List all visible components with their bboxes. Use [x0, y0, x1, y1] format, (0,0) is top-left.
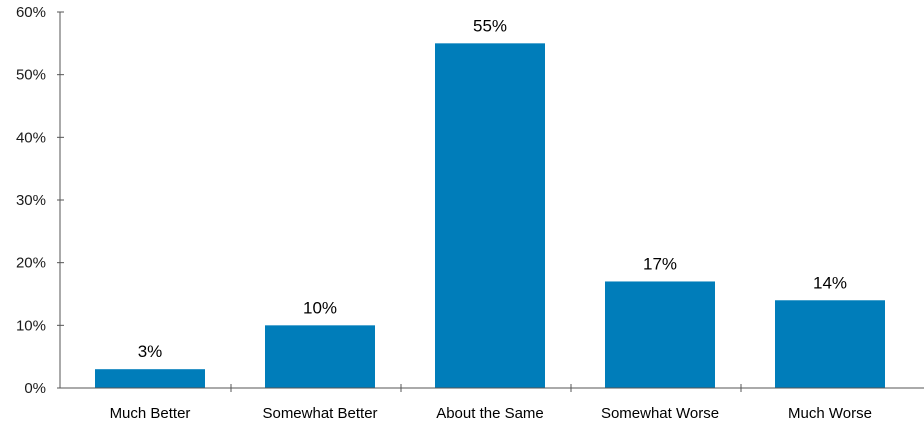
- x-tick-label: About the Same: [436, 405, 544, 422]
- x-axis: Much Better Somewhat Better About the Same…: [60, 384, 924, 422]
- data-labels: 3% 10% 55% 17% 14%: [138, 16, 847, 361]
- bar-much-better: [95, 369, 205, 388]
- y-axis: 0% 10% 20% 30% 40% 50% 60%: [16, 4, 64, 397]
- bars: [95, 43, 885, 388]
- data-label: 14%: [813, 273, 847, 292]
- y-tick-label: 20%: [16, 255, 46, 272]
- x-tick-label: Somewhat Better: [262, 405, 377, 422]
- y-tick-label: 30%: [16, 192, 46, 209]
- y-tick-label: 50%: [16, 67, 46, 84]
- y-tick-label: 40%: [16, 129, 46, 146]
- data-label: 3%: [138, 342, 163, 361]
- bar-about-the-same: [435, 43, 545, 388]
- x-tick-label: Somewhat Worse: [601, 405, 719, 422]
- y-tick-label: 60%: [16, 4, 46, 21]
- x-tick-label: Much Worse: [788, 405, 872, 422]
- data-label: 55%: [473, 16, 507, 35]
- bar-somewhat-worse: [605, 281, 715, 388]
- bar-much-worse: [775, 300, 885, 388]
- y-tick-label: 0%: [24, 380, 46, 397]
- bar-somewhat-better: [265, 325, 375, 388]
- data-label: 10%: [303, 298, 337, 317]
- y-tick-label: 10%: [16, 317, 46, 334]
- x-tick-label: Much Better: [110, 405, 191, 422]
- data-label: 17%: [643, 254, 677, 273]
